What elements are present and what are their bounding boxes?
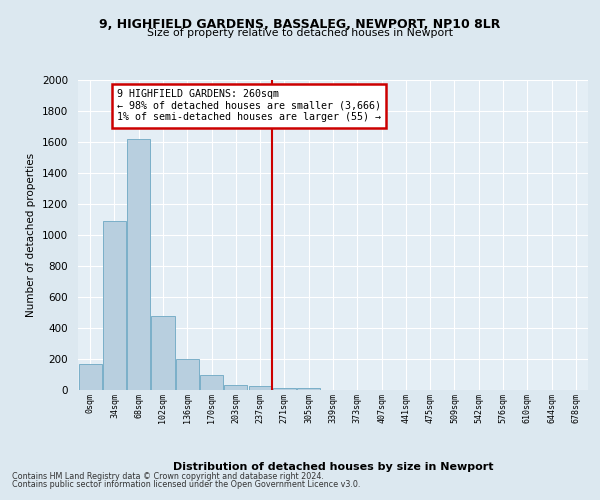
Bar	[79, 364, 101, 390]
Bar	[297, 388, 320, 390]
Bar	[127, 139, 150, 390]
Text: Size of property relative to detached houses in Newport: Size of property relative to detached ho…	[147, 28, 453, 38]
Text: Contains public sector information licensed under the Open Government Licence v3: Contains public sector information licen…	[12, 480, 361, 489]
Bar	[176, 359, 199, 390]
Y-axis label: Number of detached properties: Number of detached properties	[26, 153, 37, 317]
Bar	[273, 388, 296, 390]
Bar	[151, 316, 175, 390]
Bar	[103, 221, 126, 390]
X-axis label: Distribution of detached houses by size in Newport: Distribution of detached houses by size …	[173, 462, 493, 471]
Text: 9 HIGHFIELD GARDENS: 260sqm
← 98% of detached houses are smaller (3,666)
1% of s: 9 HIGHFIELD GARDENS: 260sqm ← 98% of det…	[117, 90, 381, 122]
Text: 9, HIGHFIELD GARDENS, BASSALEG, NEWPORT, NP10 8LR: 9, HIGHFIELD GARDENS, BASSALEG, NEWPORT,…	[100, 18, 500, 30]
Bar	[224, 384, 247, 390]
Bar	[248, 386, 272, 390]
Text: Contains HM Land Registry data © Crown copyright and database right 2024.: Contains HM Land Registry data © Crown c…	[12, 472, 324, 481]
Bar	[200, 374, 223, 390]
